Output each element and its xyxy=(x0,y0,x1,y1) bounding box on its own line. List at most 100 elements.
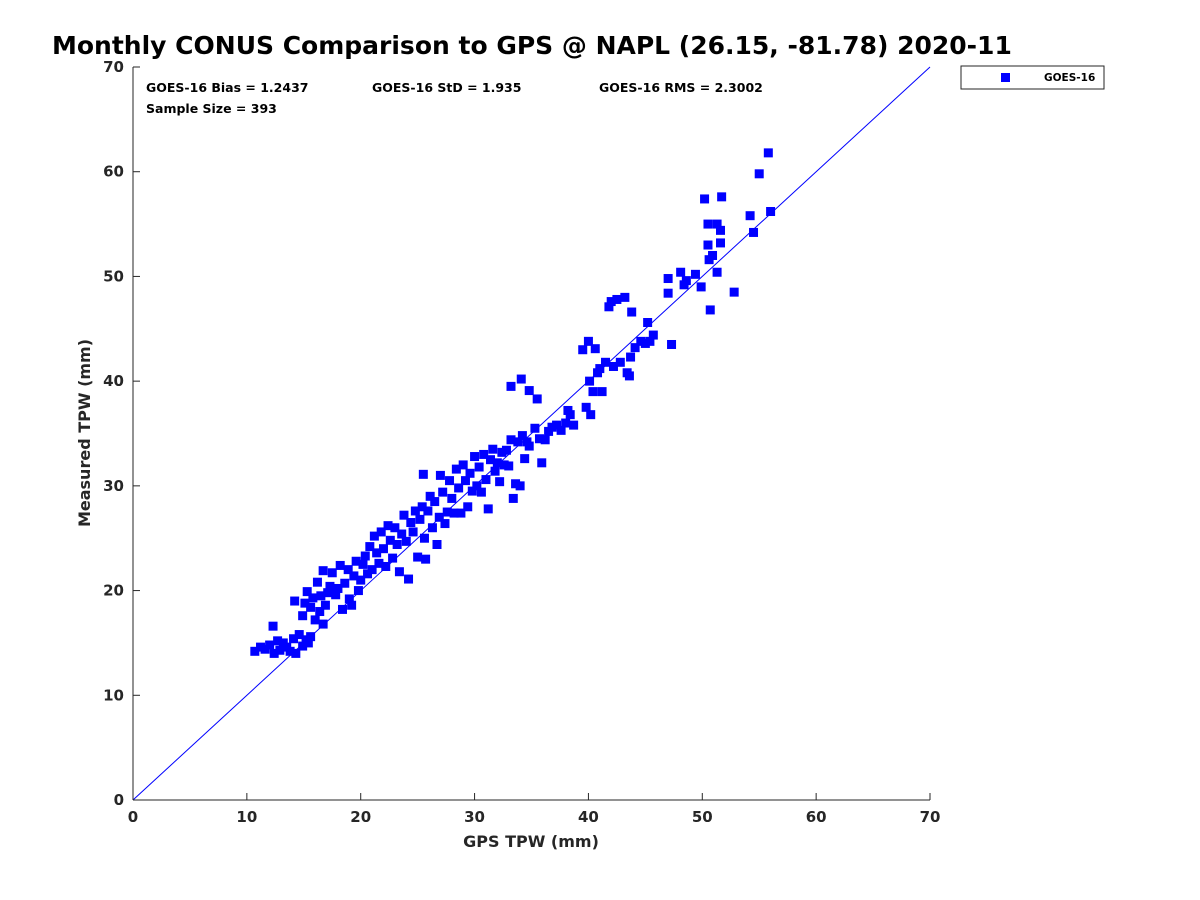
stat-sample-size: Sample Size = 393 xyxy=(146,101,277,116)
data-point xyxy=(552,420,562,430)
data-point xyxy=(351,556,361,566)
data-point xyxy=(316,591,326,601)
reference-line-group xyxy=(132,66,931,801)
data-point xyxy=(497,447,507,457)
legend: GOES-16 xyxy=(960,65,1105,90)
y-tick-label: 60 xyxy=(103,163,124,181)
data-point xyxy=(467,486,477,496)
x-tick-label: 10 xyxy=(236,808,257,826)
data-point xyxy=(381,561,391,571)
data-point xyxy=(476,487,486,497)
stat-rms: GOES-16 RMS = 2.3002 xyxy=(599,80,763,95)
data-point xyxy=(703,240,713,250)
data-point xyxy=(499,460,509,470)
data-point xyxy=(506,381,516,391)
data-point xyxy=(392,539,402,549)
data-point xyxy=(306,602,316,612)
data-point xyxy=(501,445,511,455)
data-point xyxy=(298,611,308,621)
data-point xyxy=(399,510,409,520)
data-point xyxy=(445,476,455,486)
data-point xyxy=(532,394,542,404)
data-point xyxy=(754,169,764,179)
data-point xyxy=(265,640,275,650)
data-point xyxy=(627,307,637,317)
data-point xyxy=(363,569,373,579)
data-point xyxy=(681,276,691,286)
data-point xyxy=(663,288,673,298)
data-point xyxy=(597,387,607,397)
data-point xyxy=(458,460,468,470)
data-point xyxy=(705,305,715,315)
data-point xyxy=(434,512,444,522)
data-point xyxy=(700,194,710,204)
data-point xyxy=(716,238,726,248)
y-tick-label: 30 xyxy=(103,477,124,495)
data-point xyxy=(590,344,600,354)
data-point xyxy=(325,581,335,591)
data-point xyxy=(401,536,411,546)
data-point xyxy=(417,502,427,512)
data-point xyxy=(365,542,375,552)
data-point xyxy=(413,552,423,562)
data-point xyxy=(578,345,588,355)
data-point xyxy=(335,560,345,570)
data-point xyxy=(561,418,571,428)
data-point xyxy=(490,466,500,476)
x-axis-label: GPS TPW (mm) xyxy=(463,832,599,851)
y-tick-label: 10 xyxy=(103,686,124,704)
data-point xyxy=(703,219,713,229)
data-point xyxy=(275,645,285,655)
x-tick-label: 30 xyxy=(464,808,485,826)
x-tick-label: 20 xyxy=(350,808,371,826)
data-point xyxy=(463,502,473,512)
data-point xyxy=(298,641,308,651)
data-point xyxy=(438,487,448,497)
data-point xyxy=(291,648,301,658)
data-point xyxy=(360,551,370,561)
x-tick-label: 50 xyxy=(692,808,713,826)
data-point xyxy=(449,508,459,518)
data-point xyxy=(608,361,618,371)
data-point xyxy=(648,330,658,340)
y-axis-label: Measured TPW (mm) xyxy=(75,339,94,527)
data-point xyxy=(506,435,516,445)
data-point xyxy=(530,423,540,433)
data-point xyxy=(620,292,630,302)
data-point xyxy=(595,364,605,374)
data-point xyxy=(447,493,457,503)
data-point xyxy=(488,444,498,454)
data-point xyxy=(343,565,353,575)
data-point xyxy=(410,506,420,516)
data-point xyxy=(427,523,437,533)
y-tick-label: 20 xyxy=(103,582,124,600)
data-point xyxy=(302,587,312,597)
data-point xyxy=(250,646,260,656)
data-point xyxy=(421,554,431,564)
data-point xyxy=(630,343,640,353)
legend-marker xyxy=(1001,73,1010,82)
data-point xyxy=(285,646,295,656)
data-point xyxy=(534,434,544,444)
data-point xyxy=(456,508,466,518)
data-point xyxy=(508,493,518,503)
data-point xyxy=(312,577,322,587)
data-point xyxy=(442,507,452,517)
data-point xyxy=(337,604,347,614)
data-point xyxy=(586,410,596,420)
data-point xyxy=(310,615,320,625)
data-point xyxy=(289,634,299,644)
data-point xyxy=(763,148,773,158)
data-point xyxy=(454,483,464,493)
data-point xyxy=(516,374,526,384)
data-point xyxy=(423,506,433,516)
data-point xyxy=(524,441,534,451)
data-point xyxy=(273,636,283,646)
data-point xyxy=(394,567,404,577)
data-point xyxy=(520,454,530,464)
data-point xyxy=(667,339,677,349)
data-point xyxy=(540,435,550,445)
x-axis-ticks: 0 10 20 30 40 50 60 70 xyxy=(128,793,940,826)
data-point xyxy=(581,402,591,412)
